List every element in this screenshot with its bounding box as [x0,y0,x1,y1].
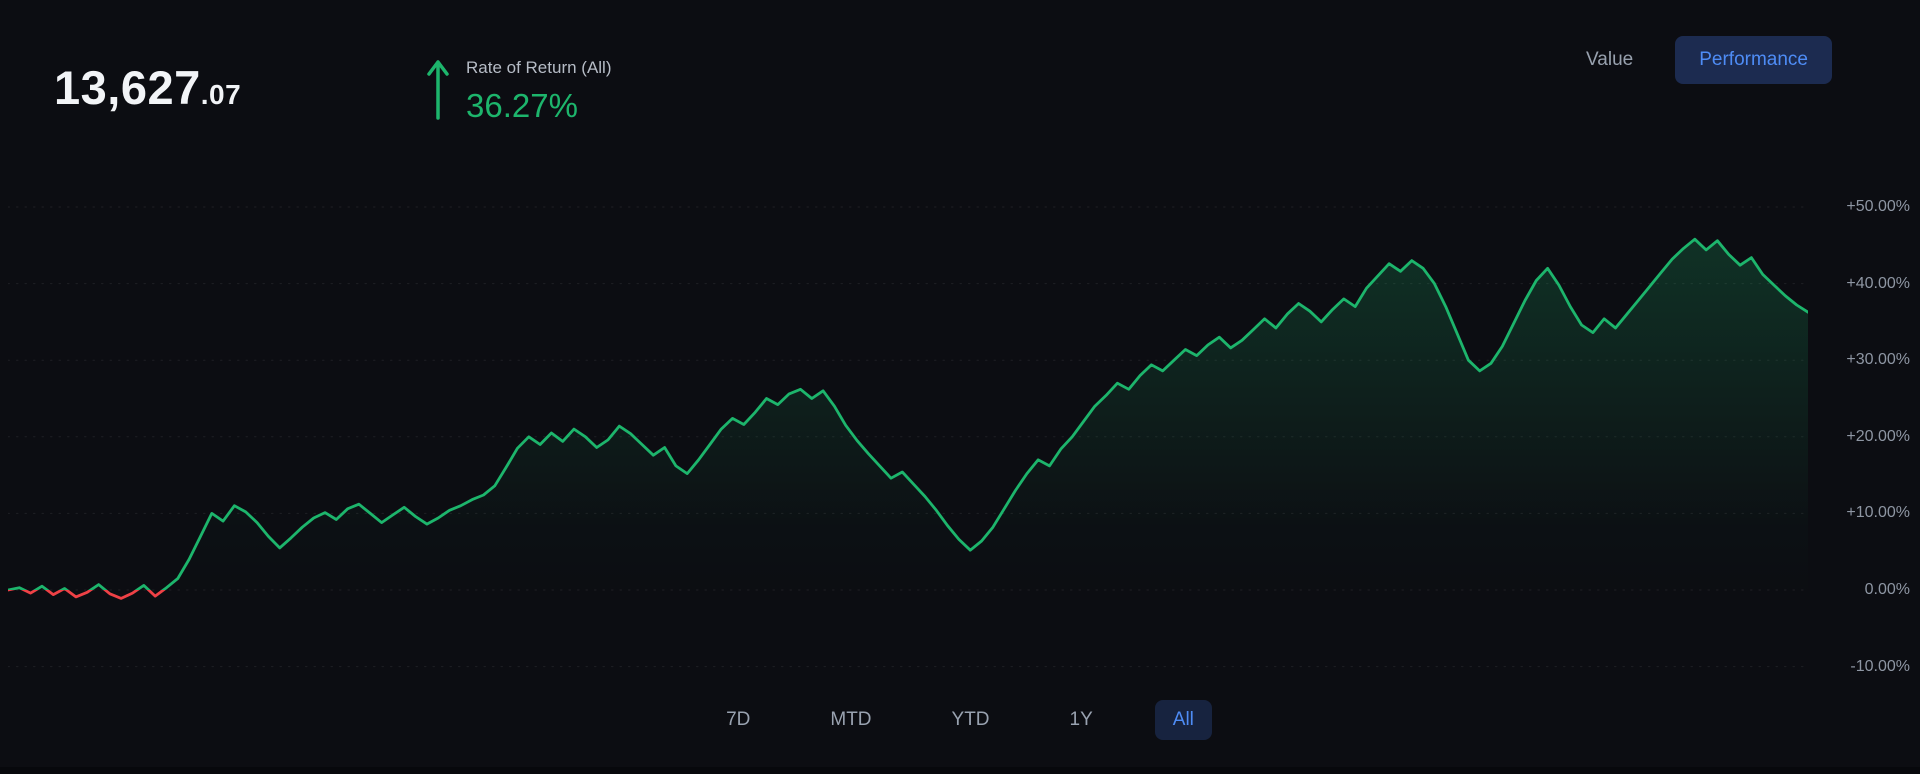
range-button-ytd[interactable]: YTD [934,700,1008,740]
y-axis-label: 0.00% [1864,581,1910,598]
portfolio-value: 13,627.07 [54,60,241,115]
range-button-7d[interactable]: 7D [708,700,768,740]
panel-bottom-edge [0,767,1920,774]
tab-performance[interactable]: Performance [1675,36,1832,84]
y-axis-label: +50.00% [1846,198,1910,215]
y-axis-label: +40.00% [1846,275,1910,292]
y-axis-label: -10.00% [1850,658,1910,675]
portfolio-value-main: 13,627 [54,61,201,114]
y-axis-label: +20.00% [1846,428,1910,445]
portfolio-value-decimal: .07 [200,79,242,110]
range-button-mtd[interactable]: MTD [812,700,889,740]
tab-value[interactable]: Value [1586,49,1634,70]
performance-chart[interactable] [8,165,1808,710]
up-arrow-path [427,60,449,120]
time-range-selector: 7D MTD YTD 1Y All [0,700,1920,740]
rate-of-return-block: Rate of Return (All) 36.27% [424,54,612,125]
chart-area-fill [8,239,1808,590]
up-arrow-icon [427,60,449,120]
y-axis-label: +30.00% [1846,351,1910,368]
rate-of-return-value: 36.27% [466,87,578,124]
range-button-1y[interactable]: 1Y [1052,700,1111,740]
rate-of-return-text: Rate of Return (All) 36.27% [466,54,612,125]
view-toggle: Value Performance [1584,36,1832,84]
chart-line-positive [8,237,1808,590]
range-button-all[interactable]: All [1154,700,1212,740]
y-axis-label: +10.00% [1846,504,1910,521]
rate-of-return-label: Rate of Return (All) [466,58,612,77]
